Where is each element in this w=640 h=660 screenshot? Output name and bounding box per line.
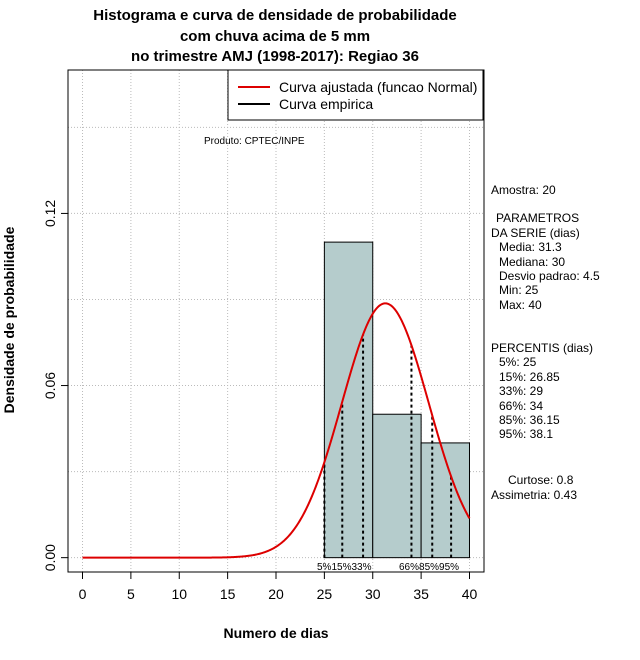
x-tick-label: 30: [365, 586, 381, 602]
y-axis-title: Densidade de probabilidade: [1, 226, 17, 413]
x-tick-label: 40: [462, 586, 478, 602]
x-axis-title: Numero de dias: [223, 625, 328, 641]
chart-title-line-1: Histograma e curva de densidade de proba…: [93, 7, 456, 24]
stat-p95: 95%: 38.1: [499, 427, 553, 441]
stat-p33: 33%: 29: [499, 384, 543, 398]
stat-p15: 15%: 26.85: [499, 370, 560, 384]
stat-min: Min: 25: [499, 283, 539, 297]
stat-max: Max: 40: [499, 298, 542, 312]
stats-panel: Amostra: 20 PARAMETROS DA SERIE (dias) M…: [491, 183, 600, 502]
legend-box: [227, 69, 484, 121]
y-axis: 0.00 0.06 0.12: [42, 200, 69, 571]
stat-media: Media: 31.3: [499, 240, 562, 254]
x-tick-label: 20: [268, 586, 284, 602]
stat-param-header-2: DA SERIE (dias): [491, 226, 580, 240]
x-tick-label: 25: [317, 586, 333, 602]
legend: Curva ajustada (funcao Normal) Curva emp…: [227, 69, 484, 121]
stat-curtose: Curtose: 0.8: [508, 473, 574, 487]
x-tick-label: 5: [127, 586, 135, 602]
y-tick-label: 0.00: [42, 544, 58, 571]
histogram-bars: [323, 241, 470, 559]
histogram-bar: [372, 413, 422, 559]
legend-fitted-label: Curva ajustada (funcao Normal): [279, 79, 477, 95]
stat-p66: 66%: 34: [499, 399, 543, 413]
stat-amostra: Amostra: 20: [491, 183, 556, 197]
histogram-bar: [323, 241, 374, 559]
chart-title-line-3: no trimestre AMJ (1998-2017): Regiao 36: [131, 48, 419, 65]
percentile-labels-right: 66%85%95%: [399, 562, 459, 573]
stat-assimetria: Assimetria: 0.43: [491, 488, 577, 502]
percentile-lines: [323, 334, 453, 558]
stat-desvio: Desvio padrao: 4.5: [499, 269, 600, 283]
x-tick-label: 35: [413, 586, 429, 602]
x-tick-label: 15: [220, 586, 236, 602]
chart-title-line-2: com chuva acima de 5 mm: [180, 28, 370, 45]
stat-p85: 85%: 36.15: [499, 413, 560, 427]
x-tick-label: 10: [171, 586, 187, 602]
grid-lines: [68, 70, 484, 572]
x-tick-label: 0: [79, 586, 87, 602]
stat-param-header-1: PARAMETROS: [496, 211, 579, 225]
percentile-labels-left: 5%15%33%: [317, 562, 372, 573]
stat-perc-header: PERCENTIS (dias): [491, 341, 593, 355]
stat-p5: 5%: 25: [499, 355, 537, 369]
x-axis: 0 5 10 15 20 25 30 35 40: [79, 571, 478, 602]
normal-fit-curve: [82, 302, 471, 559]
y-tick-label: 0.12: [42, 200, 58, 227]
legend-empirical-label: Curva empirica: [279, 96, 373, 112]
stat-mediana: Mediana: 30: [499, 255, 565, 269]
product-label: Produto: CPTEC/INPE: [204, 136, 305, 147]
y-tick-label: 0.06: [42, 372, 58, 399]
